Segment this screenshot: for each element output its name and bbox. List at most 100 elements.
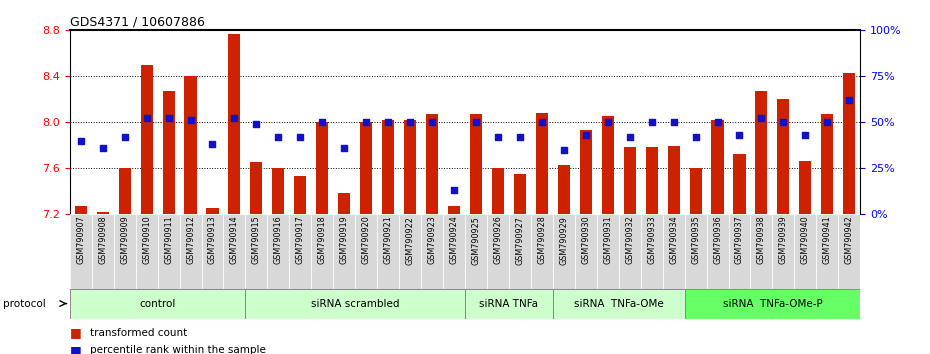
Point <box>754 116 769 121</box>
Bar <box>294 176 306 214</box>
Point <box>490 134 505 140</box>
Bar <box>668 146 680 214</box>
Text: GSM790911: GSM790911 <box>164 216 173 264</box>
Text: GSM790922: GSM790922 <box>405 216 415 264</box>
Bar <box>421 214 443 289</box>
Point <box>380 119 395 125</box>
Text: GSM790940: GSM790940 <box>801 216 810 264</box>
Bar <box>246 214 267 289</box>
Text: GSM790908: GSM790908 <box>99 216 107 264</box>
Bar <box>618 214 641 289</box>
Bar <box>92 214 113 289</box>
Text: GSM790936: GSM790936 <box>713 216 722 264</box>
Text: transformed count: transformed count <box>90 328 188 338</box>
Bar <box>465 289 552 319</box>
Bar <box>448 206 460 214</box>
Bar <box>531 214 552 289</box>
Bar <box>206 209 219 214</box>
Text: GDS4371 / 10607886: GDS4371 / 10607886 <box>70 16 205 29</box>
Point <box>183 118 198 123</box>
Bar <box>289 214 312 289</box>
Text: GSM790915: GSM790915 <box>252 216 261 264</box>
Point <box>359 119 374 125</box>
Point <box>249 121 264 127</box>
Bar <box>426 114 438 214</box>
Text: GSM790916: GSM790916 <box>273 216 283 264</box>
Text: GSM790938: GSM790938 <box>757 216 766 264</box>
Bar <box>514 174 526 214</box>
Text: GSM790931: GSM790931 <box>604 216 612 264</box>
Text: GSM790934: GSM790934 <box>669 216 678 264</box>
Bar <box>202 214 223 289</box>
Point <box>842 97 857 103</box>
Text: GSM790942: GSM790942 <box>844 216 854 264</box>
Bar <box>140 64 153 214</box>
Text: GSM790933: GSM790933 <box>647 216 657 264</box>
Point <box>556 147 571 153</box>
Point <box>73 138 88 143</box>
Text: GSM790912: GSM790912 <box>186 216 195 264</box>
Point <box>205 141 219 147</box>
Bar <box>684 289 860 319</box>
Bar <box>339 193 351 214</box>
Point <box>711 119 725 125</box>
Bar <box>552 289 684 319</box>
Text: siRNA scrambled: siRNA scrambled <box>311 298 400 309</box>
Bar <box>645 147 658 214</box>
Bar <box>728 214 751 289</box>
Text: GSM790921: GSM790921 <box>384 216 392 264</box>
Bar <box>689 168 701 214</box>
Bar <box>272 168 285 214</box>
Point <box>161 116 176 121</box>
Bar <box>465 214 487 289</box>
Text: GSM790941: GSM790941 <box>823 216 831 264</box>
Bar <box>597 214 618 289</box>
Point <box>469 119 484 125</box>
Point <box>337 145 352 151</box>
Bar <box>404 120 416 214</box>
Text: GSM790913: GSM790913 <box>208 216 217 264</box>
Text: GSM790932: GSM790932 <box>625 216 634 264</box>
Bar <box>734 154 746 214</box>
Bar <box>821 114 833 214</box>
Bar <box>641 214 662 289</box>
Bar <box>382 120 394 214</box>
Text: GSM790924: GSM790924 <box>449 216 458 264</box>
Bar <box>355 214 378 289</box>
Bar <box>509 214 531 289</box>
Text: protocol: protocol <box>3 298 46 309</box>
Bar <box>443 214 465 289</box>
Bar <box>844 73 856 214</box>
Bar <box>97 212 109 214</box>
Text: GSM790907: GSM790907 <box>76 216 86 264</box>
Bar <box>624 147 636 214</box>
Bar <box>799 161 811 214</box>
Point <box>315 119 330 125</box>
Bar <box>333 214 355 289</box>
Text: GSM790920: GSM790920 <box>362 216 371 264</box>
Bar <box>558 165 570 214</box>
Bar <box>378 214 399 289</box>
Text: GSM790927: GSM790927 <box>515 216 525 264</box>
Point <box>688 134 703 140</box>
Bar <box>662 214 684 289</box>
Text: percentile rank within the sample: percentile rank within the sample <box>90 346 266 354</box>
Text: GSM790909: GSM790909 <box>120 216 129 264</box>
Text: ■: ■ <box>70 326 82 339</box>
Bar <box>113 214 136 289</box>
Point <box>140 116 154 121</box>
Point <box>446 187 461 193</box>
Text: GSM790926: GSM790926 <box>494 216 502 264</box>
Bar <box>163 91 175 214</box>
Text: GSM790925: GSM790925 <box>472 216 481 264</box>
Bar <box>179 214 202 289</box>
Point <box>117 134 132 140</box>
Bar <box>575 214 597 289</box>
Bar <box>838 214 860 289</box>
Bar <box>250 162 262 214</box>
Bar <box>74 206 86 214</box>
Point <box>425 119 440 125</box>
Bar <box>492 168 504 214</box>
Text: GSM790939: GSM790939 <box>779 216 788 264</box>
Text: siRNA  TNFa-OMe: siRNA TNFa-OMe <box>574 298 664 309</box>
